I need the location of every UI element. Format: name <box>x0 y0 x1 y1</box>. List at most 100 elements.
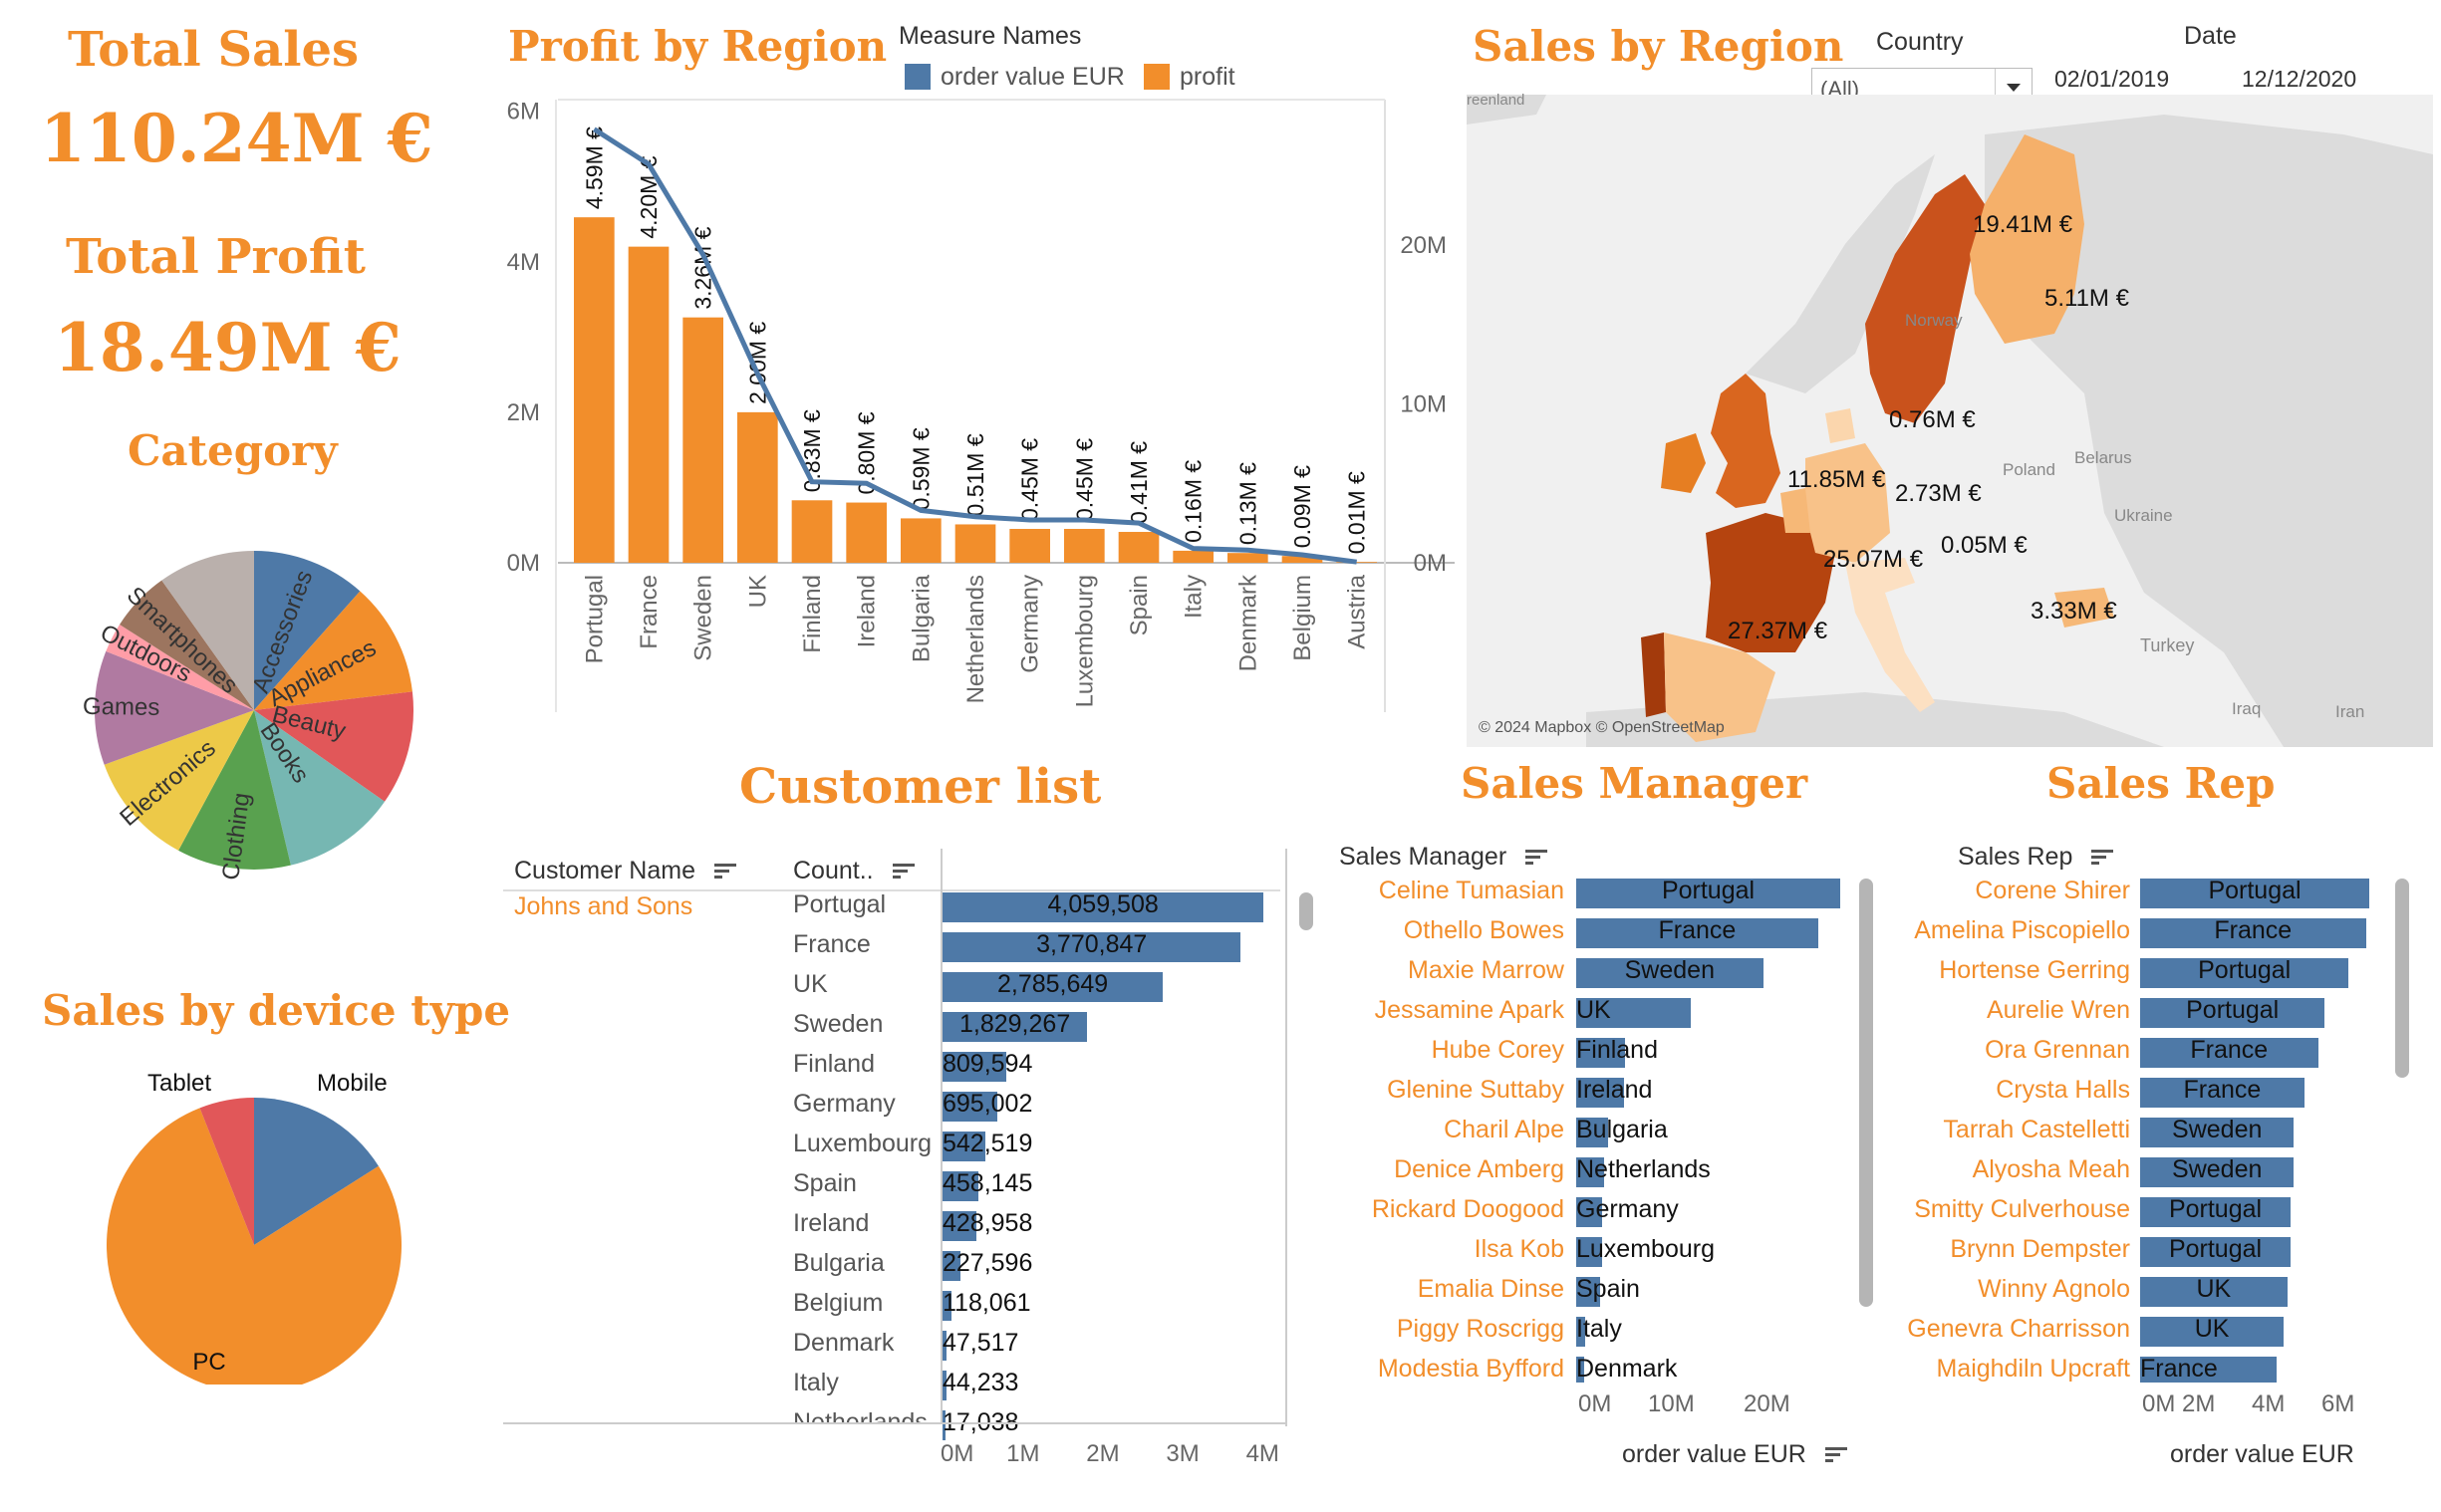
bar-uk[interactable] <box>737 412 778 563</box>
bar-label-belgium: 0.09M € <box>1289 465 1315 548</box>
customer-row-bar-label: 695,002 <box>943 1090 1032 1119</box>
sales-manager-row-name[interactable]: Emalia Dinse <box>1418 1275 1564 1304</box>
map-place-iraq: Iraq <box>2232 699 2261 719</box>
sales-manager-row-name[interactable]: Piggy Roscrigg <box>1397 1315 1564 1344</box>
x-tick-netherlands: Netherlands <box>962 575 989 703</box>
sort-icon[interactable] <box>893 864 915 880</box>
bar-label-bulgaria: 0.59M € <box>908 427 934 510</box>
sales-rep-header[interactable]: Sales Rep <box>1958 843 2113 872</box>
sales-manager-row-bar-label: Bulgaria <box>1576 1116 1668 1144</box>
sales-rep-row-bar-label: France <box>2140 1076 2305 1105</box>
sales-rep-row-name[interactable]: Tarrah Castelletti <box>1943 1116 2130 1144</box>
sales-rep-row-name[interactable]: Alyosha Meah <box>1973 1155 2130 1184</box>
map-label-bulgaria: 3.33M € <box>2031 598 2117 626</box>
x-tick-bulgaria: Bulgaria <box>908 574 935 662</box>
customer-row-bar-label: 227,596 <box>943 1249 1032 1278</box>
device-label-mobile: Mobile <box>317 1070 388 1097</box>
bar-spain[interactable] <box>1119 532 1160 563</box>
sort-icon[interactable] <box>1525 850 1547 866</box>
sales-manager-row-name[interactable]: Othello Bowes <box>1404 916 1564 945</box>
map-country-denmark <box>1825 408 1855 443</box>
sales-rep-scrollbar[interactable] <box>2395 879 2409 1078</box>
map-country-benelux <box>1780 488 1810 533</box>
bar-bulgaria[interactable] <box>901 518 942 563</box>
bar-portugal[interactable] <box>574 217 615 563</box>
bar-label-spain: 0.41M € <box>1126 441 1152 524</box>
sales-manager-header[interactable]: Sales Manager <box>1339 843 1547 872</box>
customer-scrollbar[interactable] <box>1299 892 1313 930</box>
category-title: Category <box>128 426 338 475</box>
customer-row-bar-label: 428,958 <box>943 1209 1032 1238</box>
sales-rep-row-name[interactable]: Brynn Dempster <box>1950 1235 2130 1264</box>
customer-list-title: Customer list <box>739 759 1101 815</box>
sales-rep-row-name[interactable]: Aurelie Wren <box>1987 996 2130 1025</box>
sales-manager-row-bar-label: Ireland <box>1576 1076 1652 1105</box>
sort-icon[interactable] <box>714 864 736 880</box>
bar-sweden[interactable] <box>682 318 723 563</box>
x-tick-italy: Italy <box>1181 575 1208 619</box>
map-attribution: © 2024 Mapbox © OpenStreetMap <box>1479 719 1725 737</box>
customer-row-name: Luxembourg <box>793 1130 932 1158</box>
bar-ireland[interactable] <box>846 503 887 563</box>
sales-manager-row-name[interactable]: Jessamine Apark <box>1375 996 1564 1025</box>
x-tick-austria: Austria <box>1344 574 1371 648</box>
sales-manager-row-bar-label: Sweden <box>1576 956 1763 985</box>
sales-manager-row-bar-label: France <box>1576 916 1818 945</box>
sales-manager-row-name[interactable]: Maxie Marrow <box>1408 956 1564 985</box>
legend-item-order-value[interactable]: order value EUR <box>905 62 1125 92</box>
sales-rep-row-name[interactable]: Ora Grennan <box>1985 1036 2130 1065</box>
country-header[interactable]: Count.. <box>793 857 915 885</box>
bar-finland[interactable] <box>792 500 833 563</box>
sales-rep-row-name[interactable]: Amelina Piscopiello <box>1914 916 2130 945</box>
legend-swatch-order-value <box>905 64 931 90</box>
sales-manager-row-name[interactable]: Glenine Suttaby <box>1387 1076 1564 1105</box>
sales-manager-row-name[interactable]: Hube Corey <box>1432 1036 1564 1065</box>
sales-manager-axis-title-label: order value EUR <box>1622 1440 1806 1468</box>
bar-denmark[interactable] <box>1227 553 1268 563</box>
sales-rep-row-name[interactable]: Maighdiln Upcraft <box>1936 1355 2130 1384</box>
sales-manager-row-name[interactable]: Celine Tumasian <box>1379 877 1564 905</box>
sales-rep-axis-title: order value EUR <box>2170 1440 2354 1469</box>
sales-manager-row-name[interactable]: Ilsa Kob <box>1475 1235 1564 1264</box>
legend-title: Measure Names <box>899 22 1081 51</box>
bar-label-germany: 0.45M € <box>1017 438 1043 521</box>
map-place-belarus: Belarus <box>2074 448 2132 468</box>
sales-manager-axis-title[interactable]: order value EUR <box>1622 1440 1847 1469</box>
bar-germany[interactable] <box>1009 529 1050 563</box>
sales-rep-row-name[interactable]: Winny Agnolo <box>1978 1275 2130 1304</box>
sales-manager-row-name[interactable]: Denice Amberg <box>1394 1155 1564 1184</box>
sales-rep-row-name[interactable]: Crysta Halls <box>1996 1076 2130 1105</box>
sales-rep-row-name[interactable]: Hortense Gerring <box>1939 956 2130 985</box>
bar-france[interactable] <box>629 247 670 563</box>
device-pie-chart[interactable]: Mobile PC Tablet <box>60 1046 498 1385</box>
sales-manager-scrollbar[interactable] <box>1859 879 1873 1307</box>
sales-manager-row-name[interactable]: Rickard Doogood <box>1372 1195 1564 1224</box>
bar-italy[interactable] <box>1173 551 1214 563</box>
x-tick-ireland: Ireland <box>854 575 881 647</box>
sales-manager-axis-tick: 0M <box>1578 1390 1611 1418</box>
sales-rep-row-name[interactable]: Genevra Charrisson <box>1907 1315 2130 1344</box>
category-pie-chart[interactable]: AccessoriesAppliancesBeautyBooksClothing… <box>40 488 498 926</box>
profit-by-region-chart[interactable]: 6M 4M 2M 0M 20M 10M 0M 4.59M € Portugal 4.20M € Fr… <box>498 95 1455 752</box>
customer-name-link[interactable]: Johns and Sons <box>514 892 692 921</box>
sales-rep-row-name[interactable]: Corene Shirer <box>1975 877 2130 905</box>
sales-manager-row-name[interactable]: Charil Alpe <box>1444 1116 1564 1144</box>
sort-icon[interactable] <box>1825 1447 1847 1463</box>
legend-item-profit[interactable]: profit <box>1144 62 1235 92</box>
sales-manager-row-bar-label: Portugal <box>1576 877 1840 905</box>
sales-rep-row-bar-label: UK <box>2140 1315 2284 1344</box>
map-label-finland: 5.11M € <box>2044 285 2129 313</box>
sales-manager-row-name[interactable]: Modestia Byfford <box>1378 1355 1564 1384</box>
customer-name-header[interactable]: Customer Name <box>514 857 736 885</box>
date-filter-label: Date <box>2184 22 2237 51</box>
bar-netherlands[interactable] <box>955 524 996 563</box>
bar-luxembourg[interactable] <box>1064 529 1105 563</box>
x-tick-portugal: Portugal <box>581 575 608 663</box>
x-tick-belgium: Belgium <box>1289 575 1316 661</box>
x-tick-uk: UK <box>744 575 771 608</box>
y-left-tick: 4M <box>507 249 540 276</box>
map-label-germany: 2.73M € <box>1895 480 1982 508</box>
sales-rep-row-name[interactable]: Smitty Culverhouse <box>1914 1195 2130 1224</box>
sort-icon[interactable] <box>2091 850 2113 866</box>
sales-rep-row-bar-label: Portugal <box>2140 1235 2291 1264</box>
